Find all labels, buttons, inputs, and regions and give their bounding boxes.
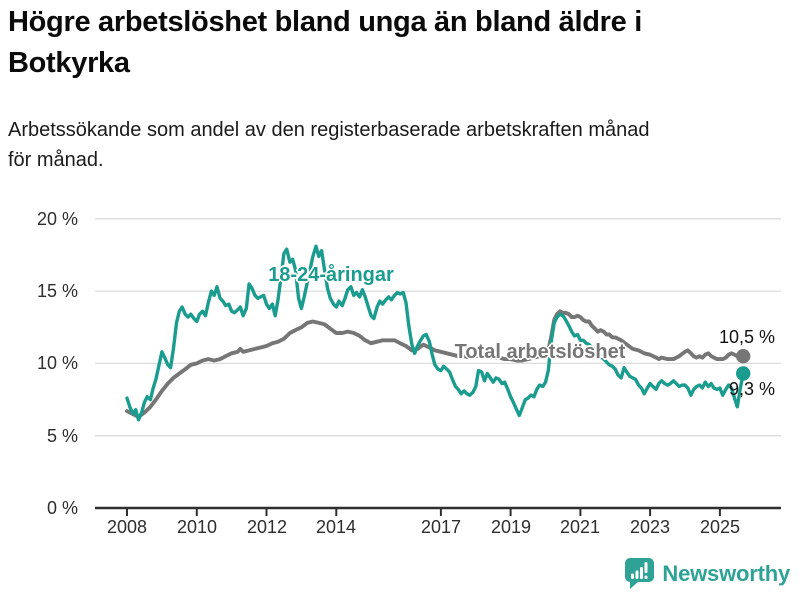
x-axis-label: 2008 <box>106 517 148 537</box>
y-axis-label: 0 % <box>46 498 78 518</box>
total-series-line <box>125 309 746 419</box>
x-axis-label: 2010 <box>176 517 218 537</box>
x-axis-label: 2023 <box>629 517 671 537</box>
speech-bubble-shape <box>625 558 655 589</box>
y-axis-label: 10 % <box>36 353 78 373</box>
page-title: Högre arbetslöshet bland unga än bland ä… <box>8 2 796 83</box>
chart-subtitle: Arbetssökande som andel av den registerb… <box>8 115 796 175</box>
young-series-line <box>125 244 745 422</box>
series-label-young: 18-24-åringar <box>268 264 394 286</box>
page-title-line1: Högre arbetslöshet bland unga än bland ä… <box>8 6 642 38</box>
series-label-total: Total arbetslöshet <box>454 341 626 363</box>
x-axis-label: 2012 <box>246 517 288 537</box>
bar-tall <box>640 567 644 579</box>
total-end-dot <box>736 349 751 364</box>
page-title-line2: Botkyrka <box>8 46 130 79</box>
brand-name: Newsworthy <box>662 560 790 586</box>
end-value-label-total: 10,5 % <box>718 327 775 347</box>
x-axis-label: 2021 <box>559 517 601 537</box>
y-axis-label: 20 % <box>36 209 78 229</box>
x-axis-label: 2017 <box>420 517 462 537</box>
bar-medium <box>635 570 639 579</box>
young-end-dot <box>736 366 751 381</box>
exclamation-stem <box>644 562 648 573</box>
x-axis-label: 2025 <box>699 517 741 537</box>
exclamation-dot <box>644 575 648 579</box>
y-axis-label: 15 % <box>36 281 78 301</box>
newsworthy-logo: Newsworthy <box>624 557 790 590</box>
bar-small <box>631 573 635 579</box>
x-axis-label: 2019 <box>490 517 532 537</box>
chart-subtitle-line2: för månad. <box>8 149 104 171</box>
newsworthy-logo-icon <box>625 558 655 589</box>
end-value-label-young: 9,3 % <box>728 379 775 399</box>
y-axis-label: 5 % <box>46 426 78 446</box>
chart-subtitle-line1: Arbetssökande som andel av den registerb… <box>8 119 650 141</box>
x-axis-label: 2014 <box>315 517 357 537</box>
